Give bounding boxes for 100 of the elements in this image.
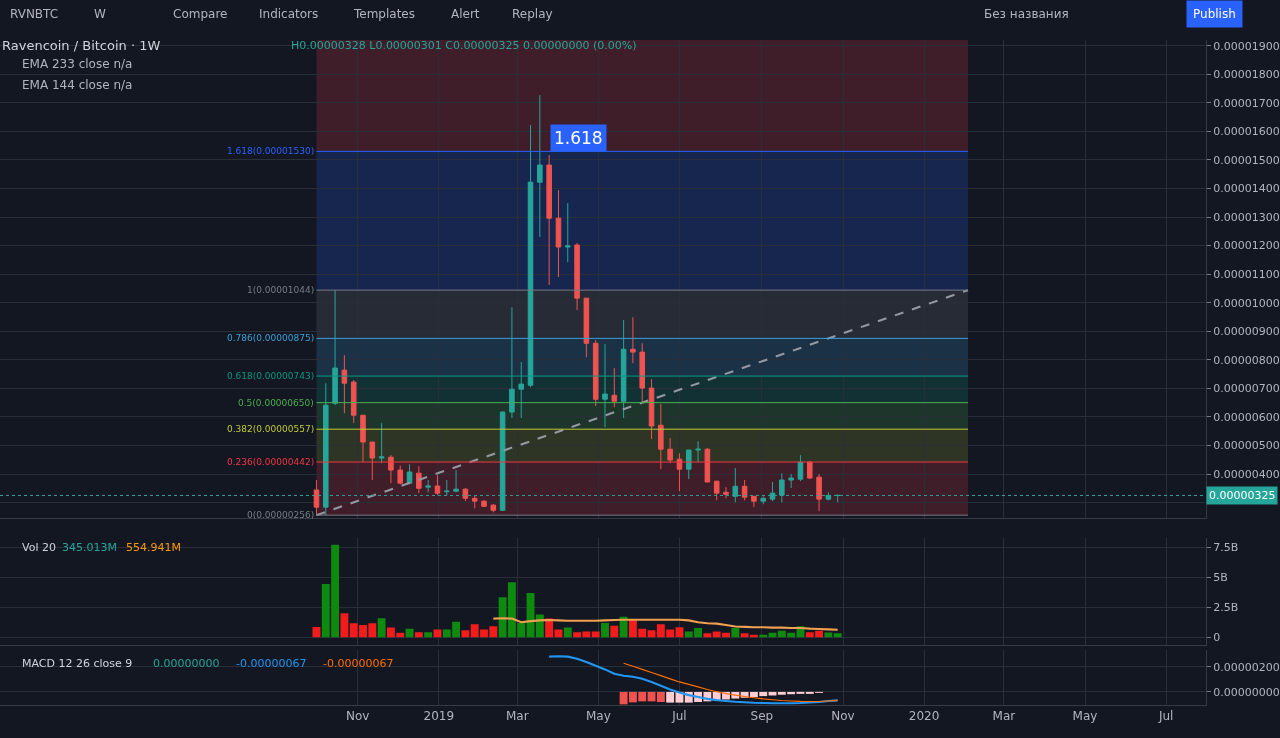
candlestick xyxy=(602,343,608,428)
ref-line-label: 0.00000325 xyxy=(1209,489,1276,502)
candlestick xyxy=(434,474,441,496)
y-tick-label: 0.00001900 xyxy=(1213,39,1280,53)
candlestick xyxy=(751,495,757,508)
candlestick xyxy=(537,94,543,238)
bar xyxy=(610,625,619,638)
candlestick xyxy=(658,403,664,470)
x-tick-label: Sep xyxy=(750,709,774,724)
candlestick xyxy=(313,479,320,516)
text: Publish xyxy=(1193,7,1236,21)
text: Compare xyxy=(173,7,228,21)
candlestick xyxy=(416,465,422,494)
candlestick xyxy=(378,422,385,464)
bar xyxy=(433,629,442,638)
candlestick xyxy=(462,487,469,502)
bar xyxy=(414,632,423,638)
annotation: EMA 144 close n/a xyxy=(22,78,133,92)
x-tick-label: May xyxy=(1072,709,1098,724)
y-tick-label: 0.00000600 xyxy=(1213,410,1280,424)
bar xyxy=(601,622,609,638)
y-tick-label: 7.5B xyxy=(1213,541,1239,555)
candlestick xyxy=(527,124,534,388)
candlestick xyxy=(425,479,431,493)
ref-line-label: 0(0.00000256) xyxy=(247,510,315,520)
y-tick-label: 0.00000500 xyxy=(1213,439,1280,453)
bar xyxy=(833,633,842,638)
y-tick-label: 0.00000900 xyxy=(1213,325,1280,339)
candlestick xyxy=(471,494,478,509)
y-tick-label: 0.00000400 xyxy=(1213,467,1280,481)
candlestick xyxy=(695,440,701,463)
candlestick xyxy=(592,339,599,407)
candlestick xyxy=(639,342,646,404)
bar xyxy=(340,613,349,638)
x-tick-label: May xyxy=(585,709,611,724)
y-tick-label: 0.00001300 xyxy=(1213,210,1280,224)
annotation: 1.618 xyxy=(554,128,603,148)
bar xyxy=(424,632,433,638)
text: Indicators xyxy=(259,7,319,21)
candlestick xyxy=(332,289,338,406)
candlestick xyxy=(667,437,673,464)
x-tick-label: Nov xyxy=(345,709,370,724)
text: RVNBTC xyxy=(10,7,59,21)
text: Без названия xyxy=(984,7,1069,21)
ref-line-label: 0.618(0.00000743) xyxy=(227,371,315,381)
line-series xyxy=(623,662,839,703)
bar xyxy=(703,633,712,638)
candlestick xyxy=(713,480,720,501)
candlestick xyxy=(583,297,590,358)
text: Templates xyxy=(353,7,416,21)
x-tick-label: 2019 xyxy=(423,709,455,724)
y-tick-label: 0.00001500 xyxy=(1213,153,1280,167)
ref-line-label: 0.786(0.00000875) xyxy=(227,333,315,343)
y-tick-label: 0.00000700 xyxy=(1213,382,1280,396)
y-tick-label: 0.00001400 xyxy=(1213,182,1280,196)
bar xyxy=(647,630,656,638)
candlestick xyxy=(490,503,497,513)
bar xyxy=(461,630,470,638)
x-tick-label: Nov xyxy=(831,709,855,724)
candlestick xyxy=(723,486,729,499)
candlestick xyxy=(360,414,366,463)
bar xyxy=(731,627,740,638)
candlestick xyxy=(564,202,571,263)
y-tick-label: 5B xyxy=(1213,571,1228,585)
ref-line-label: 0.382(0.00000557) xyxy=(227,424,315,434)
bar xyxy=(554,629,563,638)
y-tick-label: 2.5B xyxy=(1213,601,1239,615)
candlestick xyxy=(574,242,580,311)
candlestick xyxy=(350,379,357,424)
candlestick xyxy=(509,306,515,419)
annotation: 0.00000000 xyxy=(153,657,220,670)
candlestick xyxy=(518,361,525,419)
annotation: EMA 233 close n/a xyxy=(22,57,133,71)
line-series xyxy=(548,655,839,705)
text: Replay xyxy=(512,7,553,21)
y-tick-label: 0.00001100 xyxy=(1213,268,1280,281)
candlestick xyxy=(816,473,822,512)
chart-title: Vol 20 xyxy=(22,541,56,554)
y-tick-label: 0.00000800 xyxy=(1213,353,1280,367)
annotation: -0.00000067 xyxy=(236,657,307,670)
candlestick xyxy=(397,464,404,485)
candlestick xyxy=(630,316,636,364)
candlestick xyxy=(704,447,711,483)
text: Alert xyxy=(451,7,480,21)
candlestick xyxy=(546,154,552,286)
ref-line-label: 1.618(0.00001530) xyxy=(227,146,315,156)
candlestick xyxy=(555,189,562,278)
text: MACD 12 26 close 9 xyxy=(22,657,133,670)
x-tick-label: Jul xyxy=(1157,709,1174,724)
y-tick-label: 0.00000200 xyxy=(1213,660,1280,674)
y-tick-label: 0.00001200 xyxy=(1213,239,1280,253)
y-tick-label: 0.00001800 xyxy=(1213,68,1280,82)
line-series xyxy=(492,617,839,631)
chart-title: Ravencoin / Bitcoin · 1W xyxy=(2,38,161,53)
x-tick-label: Jul xyxy=(671,709,687,724)
candlestick xyxy=(406,463,413,485)
candlestick xyxy=(741,479,748,501)
candlestick xyxy=(481,499,487,508)
chart-subtitle: H0.00000328 L0.00000301 C0.00000325 0.00000000 (0.00%) xyxy=(291,39,637,52)
y-tick-label: 0.00001000 xyxy=(1213,296,1280,310)
